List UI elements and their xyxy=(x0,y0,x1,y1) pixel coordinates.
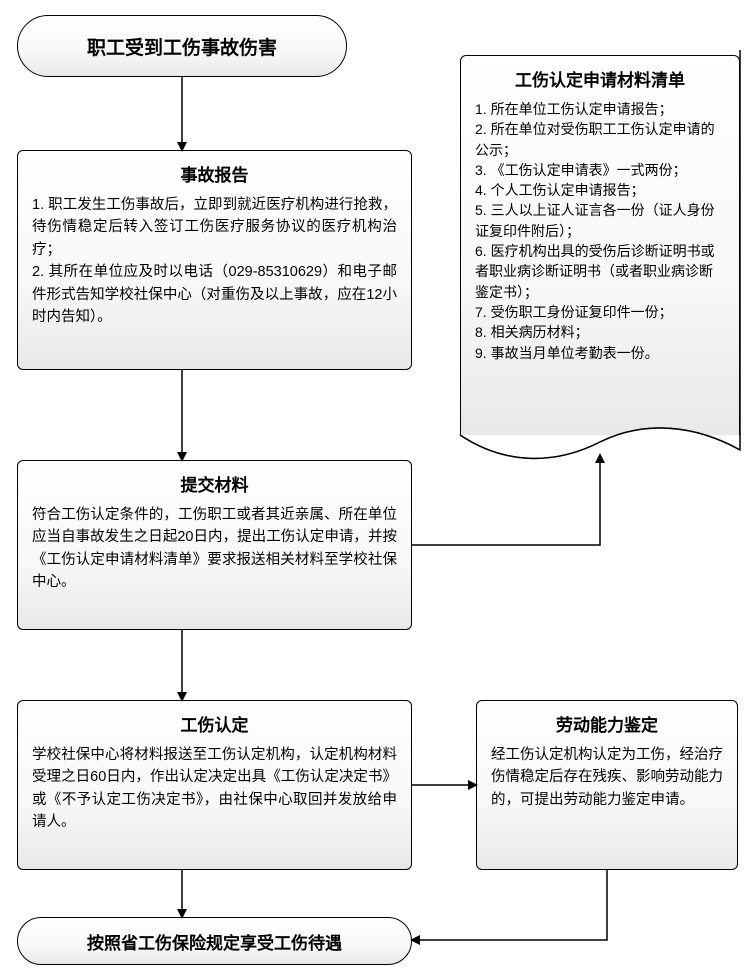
checklist-body: 1. 所在单位工伤认定申请报告； 2. 所在单位对受伤职工工伤认定申请的公示； … xyxy=(475,99,725,363)
identify-node: 工伤认定 学校社保中心将材料报送至工伤认定机构，认定机构材料受理之日60日内，作… xyxy=(17,700,412,870)
end-node: 按照省工伤保险规定享受工伤待遇 xyxy=(17,917,412,965)
ability-node: 劳动能力鉴定 经工伤认定机构认定为工伤，经治疗伤情稳定后存在残疾、影响劳动能力的… xyxy=(476,700,738,870)
start-title: 职工受到工伤事故伤害 xyxy=(87,33,277,60)
identify-title: 工伤认定 xyxy=(32,711,397,736)
ability-body: 经工伤认定机构认定为工伤，经治疗伤情稳定后存在残疾、影响劳动能力的，可提出劳动能… xyxy=(491,744,723,811)
report-title: 事故报告 xyxy=(32,161,397,186)
end-title: 按照省工伤保险规定享受工伤待遇 xyxy=(87,929,342,954)
submit-title: 提交材料 xyxy=(32,471,397,496)
report-body: 1. 职工发生工伤事故后，立即到就近医疗机构进行抢救，待伤情稳定后转入签订工伤医… xyxy=(32,194,397,329)
start-node: 职工受到工伤事故伤害 xyxy=(17,15,347,77)
submit-node: 提交材料 符合工伤认定条件的，工伤职工或者其近亲属、所在单位应当自事故发生之日起… xyxy=(17,460,412,630)
checklist-node: 工伤认定申请材料清单 1. 所在单位工伤认定申请报告； 2. 所在单位对受伤职工… xyxy=(460,55,740,435)
submit-body: 符合工伤认定条件的，工伤职工或者其近亲属、所在单位应当自事故发生之日起20日内，… xyxy=(32,504,397,594)
report-node: 事故报告 1. 职工发生工伤事故后，立即到就近医疗机构进行抢救，待伤情稳定后转入… xyxy=(17,150,412,370)
identify-body: 学校社保中心将材料报送至工伤认定机构，认定机构材料受理之日60日内，作出认定决定… xyxy=(32,744,397,834)
checklist-wave xyxy=(460,430,740,470)
checklist-title: 工伤认定申请材料清单 xyxy=(475,66,725,91)
ability-title: 劳动能力鉴定 xyxy=(491,711,723,736)
